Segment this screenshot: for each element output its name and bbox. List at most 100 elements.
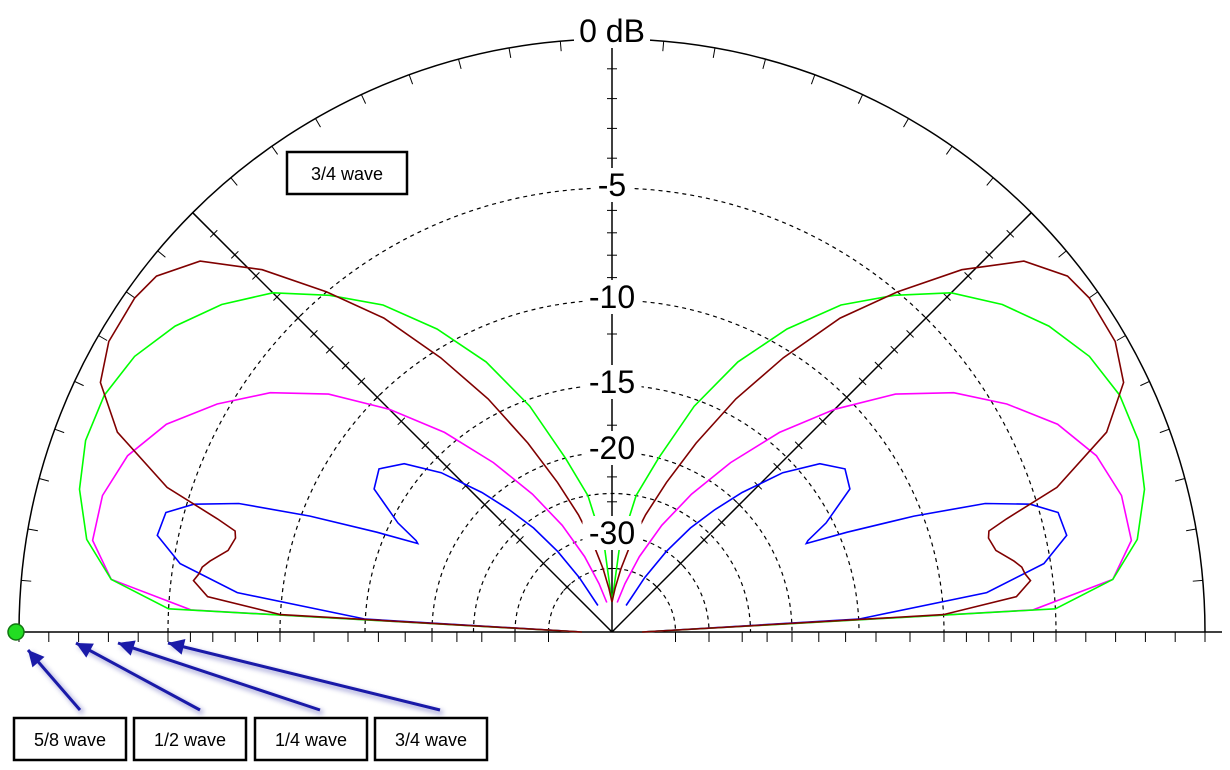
radial-tick bbox=[754, 481, 763, 490]
radial-tick bbox=[985, 250, 994, 259]
outer-tick bbox=[903, 118, 909, 128]
radial-tick bbox=[676, 559, 685, 568]
arrow-head bbox=[28, 650, 45, 668]
radial-tick bbox=[252, 272, 260, 280]
radial-tick bbox=[1006, 229, 1015, 238]
radial-tick bbox=[273, 293, 281, 301]
radial-tick bbox=[357, 377, 366, 386]
arrow-line bbox=[117, 641, 321, 712]
ring-label: -20 bbox=[589, 430, 635, 466]
outer-tick bbox=[27, 528, 38, 532]
ring-label-bg bbox=[591, 168, 633, 202]
outer-tick bbox=[458, 59, 462, 69]
radial-tick bbox=[943, 293, 951, 301]
outer-tick bbox=[271, 145, 279, 155]
arrow-shadow bbox=[120, 643, 324, 716]
arrow-line bbox=[75, 641, 201, 712]
radial-tick bbox=[373, 393, 382, 402]
ring-label-bg bbox=[582, 516, 642, 550]
outer-tick bbox=[712, 47, 716, 58]
pattern-1-4-wave-right bbox=[611, 291, 1146, 633]
outer-tick bbox=[986, 177, 994, 186]
radial-tick bbox=[906, 329, 915, 338]
radial-tick bbox=[539, 559, 548, 568]
label-3-4-wave-top-box bbox=[285, 150, 409, 196]
label-3-4-wave-bottom: 3/4 wave bbox=[395, 730, 467, 750]
radial-tick bbox=[794, 441, 803, 450]
radial-tick bbox=[309, 329, 318, 338]
polar-grid bbox=[10, 38, 1222, 642]
radial-tick bbox=[461, 481, 470, 490]
outer-tick bbox=[315, 118, 321, 128]
label-1-2-wave-bottom: 1/2 wave bbox=[154, 730, 226, 750]
ring-label: 0 dB bbox=[579, 13, 645, 49]
origin-marker bbox=[7, 623, 25, 641]
pattern-1-4-wave-left bbox=[78, 291, 613, 633]
radial-tick bbox=[1027, 208, 1036, 217]
radial-tick bbox=[421, 441, 430, 450]
label-1-4-wave-bottom-box bbox=[253, 716, 369, 762]
outer-tick bbox=[1089, 291, 1099, 299]
radial-tick bbox=[874, 361, 883, 370]
outer-tick bbox=[360, 94, 367, 104]
pattern-5-8-wave-left bbox=[156, 462, 599, 633]
outer-tick bbox=[559, 41, 562, 52]
outer-tick bbox=[54, 428, 65, 434]
radial-tick bbox=[700, 536, 708, 544]
outer-tick bbox=[98, 335, 108, 341]
pattern-1-2-wave-right bbox=[616, 391, 1133, 633]
radial-tick bbox=[325, 345, 334, 354]
outer-tick bbox=[662, 41, 665, 52]
ring-label: -15 bbox=[589, 364, 635, 400]
outer-tick bbox=[39, 478, 49, 482]
outer-tick bbox=[945, 145, 953, 155]
ring-label: -5 bbox=[598, 167, 626, 203]
outer-tick bbox=[74, 380, 84, 387]
outer-tick bbox=[1175, 478, 1185, 482]
pattern-5-8-wave-right bbox=[625, 462, 1068, 633]
radial-tick bbox=[188, 208, 197, 217]
outer-tick bbox=[762, 59, 766, 69]
pattern-3-4-wave-left bbox=[99, 260, 613, 633]
radial-tick bbox=[563, 583, 571, 591]
radial-tick bbox=[209, 229, 218, 238]
label-1-4-wave-bottom: 1/4 wave bbox=[275, 730, 347, 750]
radial-tick bbox=[230, 250, 239, 259]
radial-line bbox=[192, 212, 613, 633]
radial-tick bbox=[818, 417, 827, 426]
outer-tick bbox=[21, 579, 32, 582]
radial-tick bbox=[480, 500, 489, 509]
label-3-4-wave-top: 3/4 wave bbox=[311, 164, 383, 184]
outer-tick bbox=[1116, 335, 1126, 341]
label-5-8-wave-bottom-box bbox=[12, 716, 128, 762]
outer-tick bbox=[810, 74, 816, 85]
outer-tick bbox=[1159, 428, 1170, 434]
radial-tick bbox=[922, 314, 930, 322]
radial-tick bbox=[498, 518, 507, 527]
outer-tick bbox=[157, 250, 166, 258]
outer-tick bbox=[508, 47, 512, 58]
outer-tick bbox=[408, 74, 414, 85]
radial-tick bbox=[341, 361, 350, 370]
arrow-head bbox=[118, 640, 136, 656]
outer-tick bbox=[1192, 579, 1203, 582]
radial-tick bbox=[773, 462, 782, 471]
annotations: 3/4 wave 5/8 wave 1/2 wave 1/4 wave 3/4 wave bbox=[7, 150, 489, 762]
radial-tick bbox=[653, 583, 661, 591]
outer-tick bbox=[1186, 528, 1197, 532]
ring-label-bg bbox=[582, 431, 642, 465]
outer-tick bbox=[1140, 380, 1150, 387]
outer-tick bbox=[230, 177, 238, 186]
arrow-line bbox=[167, 641, 441, 712]
radial-tick bbox=[294, 314, 302, 322]
radial-tick bbox=[842, 393, 851, 402]
radial-tick bbox=[516, 536, 524, 544]
label-1-2-wave-bottom-box bbox=[132, 716, 248, 762]
pattern-1-2-wave-left bbox=[91, 391, 608, 633]
radial-tick bbox=[890, 345, 899, 354]
outer-tick bbox=[857, 94, 864, 104]
label-5-8-wave-bottom: 5/8 wave bbox=[34, 730, 106, 750]
ring-label: -10 bbox=[589, 279, 635, 315]
radial-tick bbox=[717, 518, 726, 527]
